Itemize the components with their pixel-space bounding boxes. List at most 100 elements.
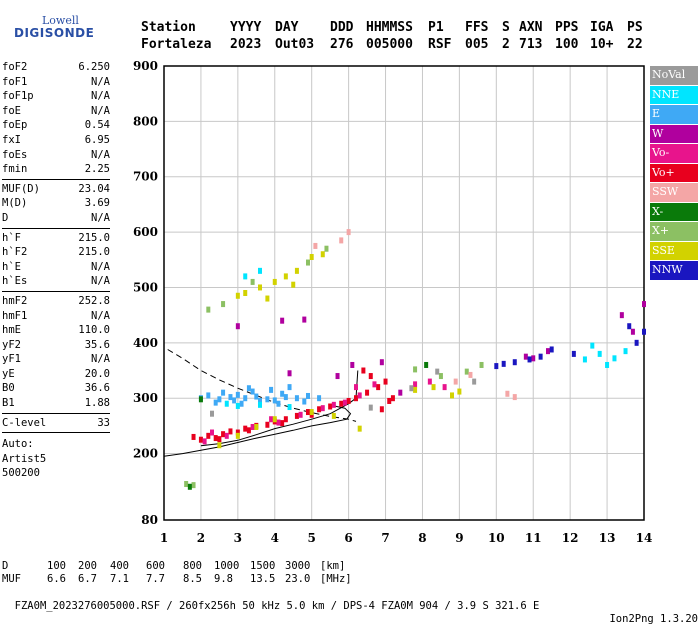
param-value: 6.250 [78,61,110,73]
echo-point [582,356,587,363]
echo-point [224,400,229,407]
echo-point [346,229,351,236]
echo-point [276,419,281,426]
header-value: 276 [330,37,354,52]
header-label: HHMMSS [366,20,413,35]
echo-point [210,410,214,417]
echo-point [302,398,307,405]
echo-point [213,399,218,406]
param-row: foE N/A [2,104,110,119]
autoscaling-line1: Auto: [2,438,34,451]
param-name: hmF1 [2,309,28,322]
footer-unit: [MHz] [320,573,352,585]
param-name: MUF(D) [2,182,40,195]
echo-point [331,401,336,408]
y-tick-label: 200 [133,447,158,461]
separator [2,178,110,180]
separator [2,227,110,229]
param-value: 6.95 [84,133,110,146]
echo-point [206,306,211,313]
legend-item: NNE [650,85,698,104]
param-name: h`F2 [2,246,28,259]
echo-point [280,390,285,397]
header-value: 2023 [230,37,262,52]
echo-point [217,436,222,443]
echo-point [379,406,384,413]
param-value: N/A [91,353,110,366]
echo-point [221,431,226,438]
param-row: fmin 2.25 [2,162,110,177]
footer-value: 9.8 [214,573,233,585]
param-row: h`E N/A [2,260,110,275]
echo-point [413,366,418,373]
echo-point [642,301,646,308]
echo-point [283,416,288,423]
echo-point [250,278,255,285]
x-tick-label: 7 [381,531,389,545]
footer-value: 7.7 [146,573,165,585]
header-label: DDD [330,20,354,35]
echo-point [450,392,454,399]
param-name: yF1 [2,353,21,366]
param-row: foF1 N/A [2,75,110,90]
footer-unit: [km] [320,560,346,572]
echo-point [294,267,299,274]
echo-point [287,404,292,411]
echo-point [280,317,285,324]
legend-item: SSW [650,183,698,202]
echo-point [453,378,458,385]
echo-point [198,436,203,443]
param-row: hmF1 N/A [2,309,110,324]
legend-item: Vo- [650,144,698,163]
echo-point [294,412,299,419]
footer-value: 1000 [214,560,240,572]
param-row: fxI 6.95 [2,133,110,148]
param-value: N/A [91,90,110,103]
param-row: foEs N/A [2,148,110,163]
header-value: 713 [519,37,543,52]
echo-point [243,425,248,432]
echo-point [243,290,248,296]
echo-point [317,406,322,413]
echo-point [546,348,550,355]
param-value: 215.0 [78,246,110,259]
echo-point [342,399,347,406]
param-row: D N/A [2,211,110,226]
param-value: N/A [91,75,110,88]
echo-point [243,395,248,402]
footer-value: 800 [183,560,202,572]
footer-label: D [2,560,9,572]
header-label: P1 [428,20,444,35]
x-tick-label: 2 [197,531,205,545]
parameters-panel: foF2 6.250 foF1 N/A foF1p N/A foE N/A foEp 0.54 fx… [2,60,110,481]
echo-point [191,482,196,489]
echo-point [235,402,240,409]
param-name: fmin [2,163,28,176]
x-tick-label: 13 [599,531,616,545]
param-name: yE [2,367,15,380]
echo-point [265,421,270,428]
echo-point [339,237,344,244]
echo-point [265,396,270,403]
echo-point [387,397,392,404]
x-tick-label: 4 [271,531,279,545]
echo-point [306,259,310,266]
param-value: 3.69 [84,197,110,210]
echo-point [228,394,233,401]
x-tick-label: 6 [344,531,352,545]
echo-point [627,323,632,330]
echo-point [413,381,418,388]
y-tick-label: 80 [141,513,158,527]
echo-point [206,432,211,439]
echo-point [538,353,543,360]
echo-point [302,316,307,323]
echo-point [213,435,218,442]
param-row: B0 36.6 [2,381,110,396]
header-value: 005 [465,37,489,52]
header-value: 005000 [366,37,413,52]
echo-point [280,420,285,427]
param-name: h`F [2,231,21,244]
echo-point [254,393,259,400]
profile-curve [200,370,359,447]
header-label: PPS [555,20,579,35]
